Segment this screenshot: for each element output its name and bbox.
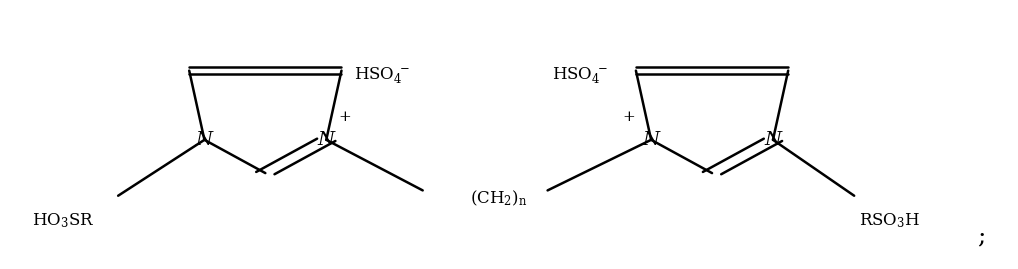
Text: +: + xyxy=(338,110,351,124)
Text: N: N xyxy=(765,131,782,149)
Text: N: N xyxy=(318,131,335,149)
Text: +: + xyxy=(622,110,635,124)
Text: $\mathregular{HSO_4^{\ -}}$: $\mathregular{HSO_4^{\ -}}$ xyxy=(354,66,410,86)
Text: N: N xyxy=(642,131,660,149)
Text: N: N xyxy=(195,131,213,149)
Text: $\mathregular{HO_3SR}$: $\mathregular{HO_3SR}$ xyxy=(32,212,95,230)
Text: ;: ; xyxy=(977,224,985,247)
Text: $\mathregular{HSO_4^{\ -}}$: $\mathregular{HSO_4^{\ -}}$ xyxy=(552,66,608,86)
Text: $\mathregular{RSO_3H}$: $\mathregular{RSO_3H}$ xyxy=(859,212,920,230)
Text: $\mathregular{(CH_2)_n}$: $\mathregular{(CH_2)_n}$ xyxy=(470,189,527,208)
